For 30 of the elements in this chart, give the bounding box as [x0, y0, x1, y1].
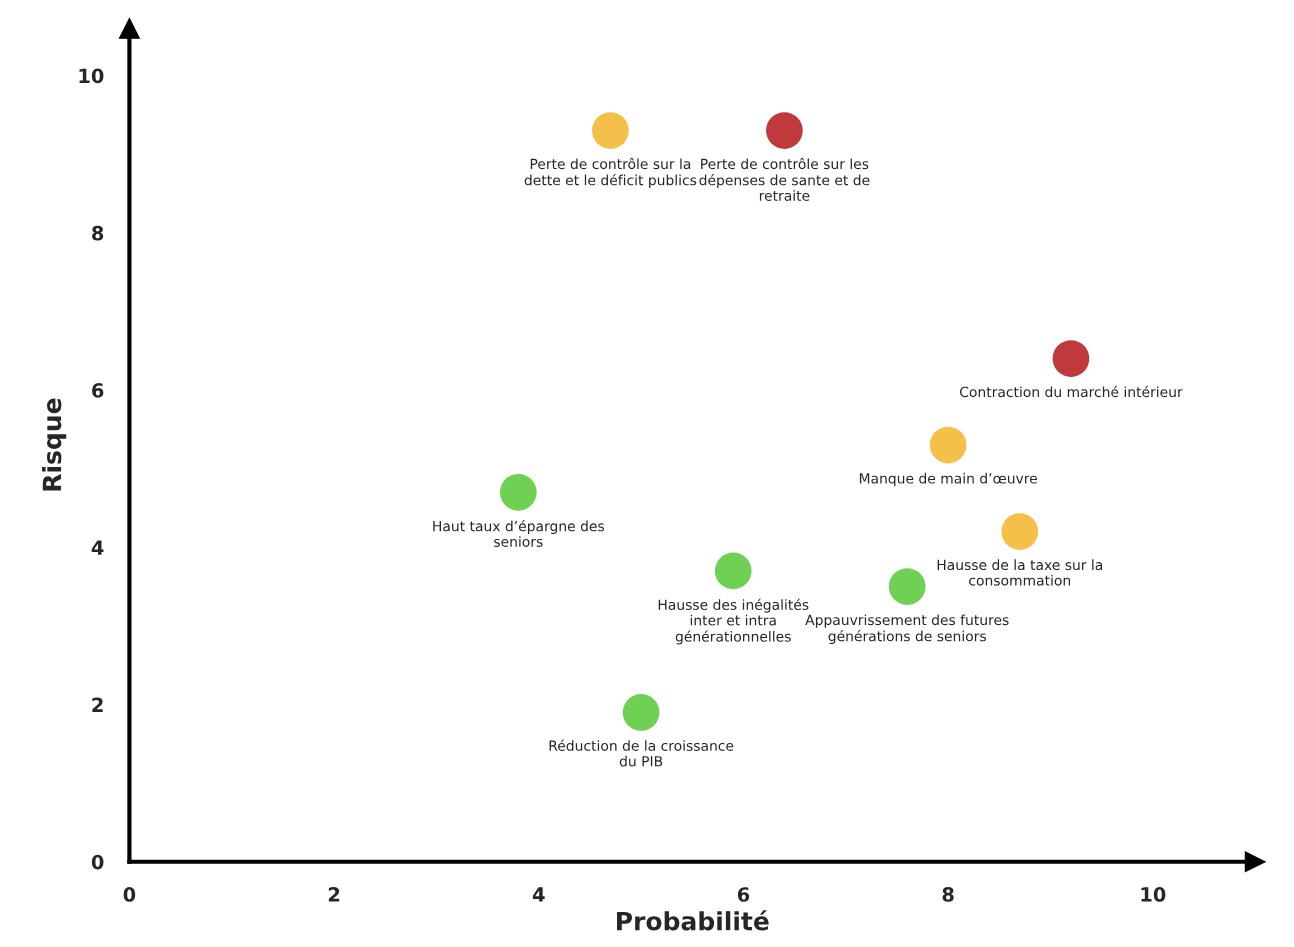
- annotation: Manque de main d’œuvre: [859, 472, 1037, 487]
- y-tick-label: 4: [91, 540, 104, 555]
- y-tick-label: 8: [92, 225, 104, 241]
- point: [499, 473, 537, 511]
- x-tick-label: 10: [1141, 887, 1166, 902]
- x-tick-label: 8: [942, 887, 954, 902]
- point: [714, 552, 752, 590]
- x-tick-label: 4: [532, 887, 545, 902]
- annotation: Contraction du marché intérieur: [960, 385, 1183, 398]
- annotation: Hausse de la taxe sur la consommation: [937, 559, 1103, 586]
- annotation: Perte de contrôle sur la dette et le déficit publics: [524, 157, 697, 189]
- annotation: Haut taux d’épargne des seniors: [433, 520, 605, 547]
- point: [592, 112, 629, 149]
- point: [1001, 513, 1039, 550]
- point: [622, 694, 660, 731]
- y-tick-label: 2: [92, 697, 103, 712]
- x-tick-label: 2: [328, 887, 340, 902]
- annotation: Réduction de la croissance du PIB: [549, 739, 734, 767]
- y-tick-label: 0: [91, 854, 104, 870]
- y-tick-label: 6: [92, 383, 104, 398]
- x-tick-label: 6: [737, 887, 750, 902]
- x-tick-label: 0: [123, 887, 136, 902]
- x-axis-title: Probabilité: [617, 910, 769, 931]
- point: [1052, 340, 1090, 377]
- point: [929, 426, 967, 464]
- y-tick-label: 10: [79, 68, 104, 84]
- point: [888, 568, 926, 605]
- y-axis-title: Risque: [42, 398, 67, 491]
- annotation: Perte de contrôle sur les dépenses de sante et de retraite: [699, 157, 870, 201]
- point: [766, 112, 803, 149]
